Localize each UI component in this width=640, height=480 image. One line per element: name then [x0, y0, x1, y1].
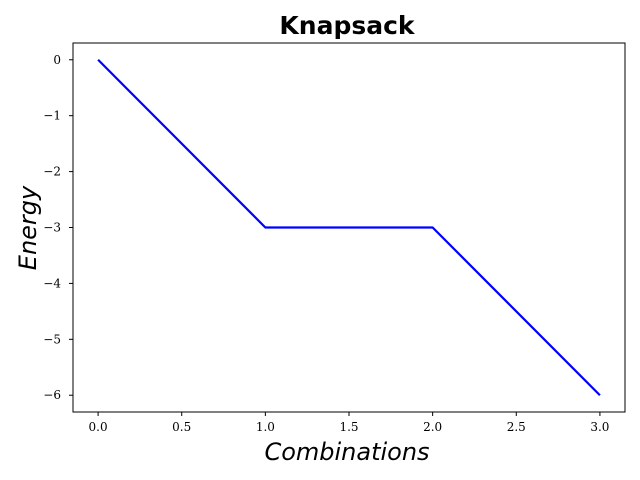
y-axis-label: Energy: [14, 185, 42, 270]
x-tick-label: 0.0: [89, 420, 108, 434]
x-axis-label: Combinations: [264, 438, 429, 466]
y-tick-label: −1: [43, 109, 61, 123]
y-tick-label: −3: [43, 221, 61, 235]
y-tick-label: −2: [43, 165, 61, 179]
chart-title: Knapsack: [279, 11, 416, 40]
x-tick-label: 1.0: [256, 420, 275, 434]
y-tick-label: −4: [43, 276, 61, 290]
y-tick-label: −5: [43, 332, 61, 346]
x-tick-label: 3.0: [590, 420, 609, 434]
y-tick-label: −6: [43, 388, 61, 402]
y-tick-label: 0: [53, 53, 61, 67]
x-tick-label: 1.5: [339, 420, 358, 434]
x-tick-label: 2.0: [423, 420, 442, 434]
y-axis-ticks: 0 −1 −2 −3 −4 −5 −6: [43, 53, 73, 402]
x-axis-ticks: 0.0 0.5 1.0 1.5 2.0 2.5 3.0: [89, 412, 609, 434]
series-line-0: [97, 58, 601, 397]
x-tick-label: 0.5: [172, 420, 191, 434]
series-group: [97, 58, 601, 397]
x-tick-label: 2.5: [507, 420, 526, 434]
